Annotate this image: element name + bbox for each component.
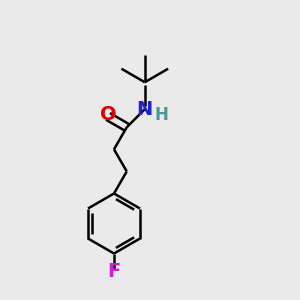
Text: F: F bbox=[107, 262, 121, 281]
Text: N: N bbox=[137, 100, 153, 119]
Text: O: O bbox=[100, 105, 116, 124]
Text: H: H bbox=[154, 106, 168, 124]
